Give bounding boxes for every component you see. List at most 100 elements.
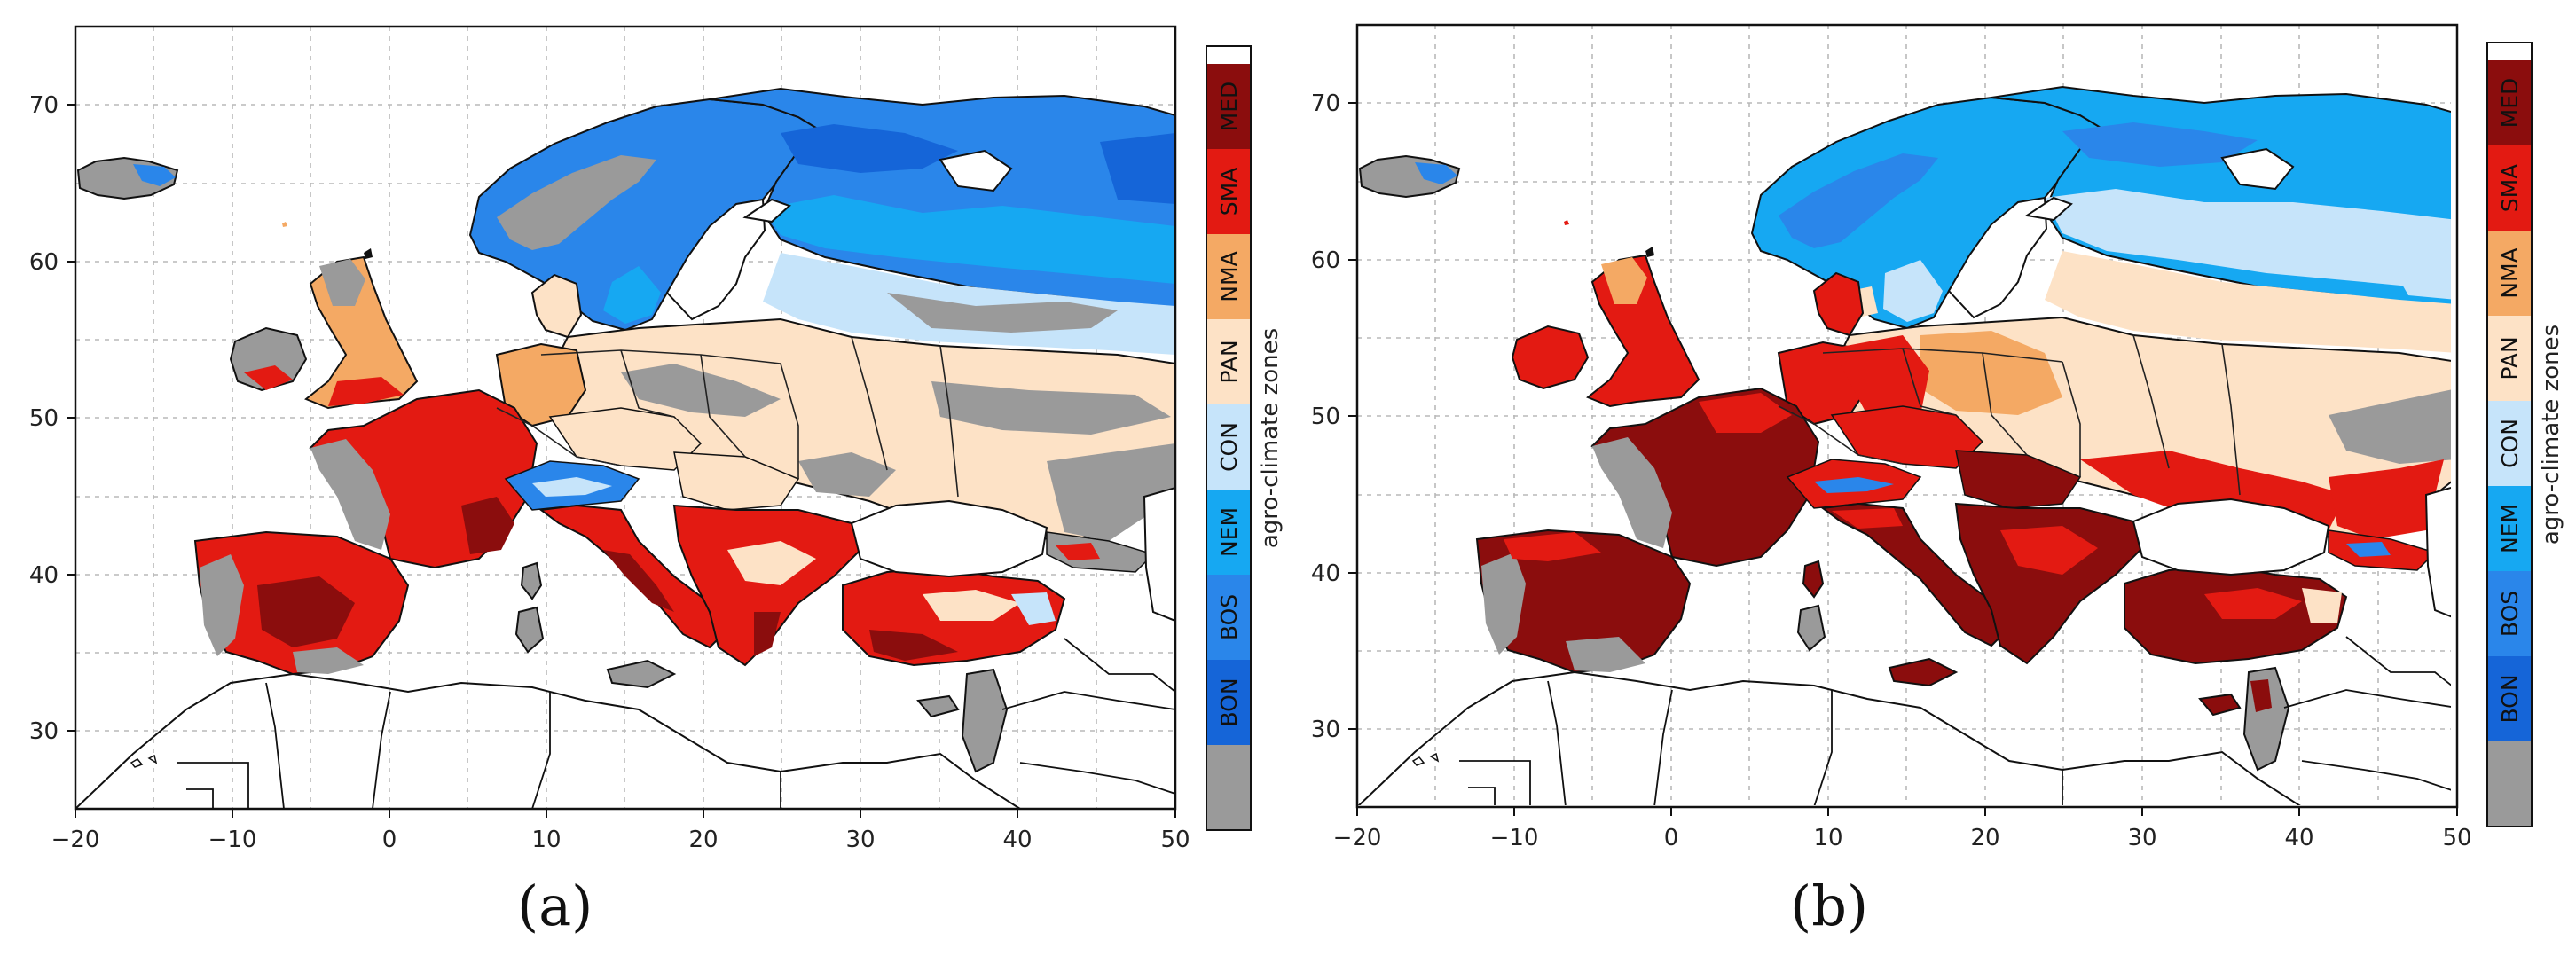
england-south-sma <box>328 377 404 406</box>
colorbar-label-bos: BOS <box>1216 594 1242 640</box>
x-tick-label: 10 <box>531 827 561 853</box>
south-russia-gray <box>1047 443 1175 541</box>
corsica <box>1802 560 1825 599</box>
russia-con <box>2391 255 2451 300</box>
scotland-nma <box>1601 257 1647 304</box>
y-tick-label: 40 <box>29 562 59 589</box>
morocco-borders <box>1459 760 1531 805</box>
x-tick-label: −20 <box>51 827 100 853</box>
colorbar-title: agro-climate zones <box>1257 328 1284 548</box>
balkans <box>1954 502 2144 665</box>
east-anatolia-pan <box>2302 588 2342 623</box>
x-tick-labels: −20 −10 0 10 20 30 40 50 <box>1333 825 2472 851</box>
anatolia-sma <box>2204 588 2302 619</box>
colorbar-label-nem: NEM <box>1216 507 1242 557</box>
x-tick-label: 40 <box>2284 825 2313 851</box>
colorbar-segment-med <box>1206 64 1251 149</box>
tick-marks <box>1348 102 2458 816</box>
map-figure-a: −20 −10 0 10 20 30 40 50 30 40 50 60 70 … <box>29 25 1284 853</box>
poland-gray <box>621 364 781 417</box>
y-tick-label: 40 <box>1311 560 1340 587</box>
baltics-pan <box>2045 251 2451 353</box>
south-sweden <box>1883 260 1943 322</box>
y-tick-labels: 30 40 50 60 70 <box>1311 90 1340 743</box>
portugal-gray <box>200 554 244 656</box>
colorbar-label-nma: NMA <box>1216 251 1242 302</box>
white-sea <box>2220 147 2295 191</box>
ukraine-gray <box>931 381 1171 435</box>
cyprus <box>2198 693 2242 717</box>
x-tick-label: 50 <box>1160 827 1190 853</box>
x-tick-label: 10 <box>1813 825 1842 851</box>
map-content-a <box>75 27 1175 809</box>
colorbar-label-bon: BON <box>1216 678 1242 726</box>
france-north-sma <box>1699 393 1792 433</box>
baltics-con <box>763 253 1175 355</box>
iceland-highland <box>1415 162 1457 184</box>
portugal-gray <box>1481 553 1526 655</box>
colorbar-segment-nma <box>1206 234 1251 319</box>
south-russia-sma <box>2329 459 2444 539</box>
ireland <box>1511 325 1590 390</box>
colorbar-label-pan: PAN <box>2497 336 2523 380</box>
colorbar-label-bon: BON <box>2497 674 2523 723</box>
morocco-borders <box>177 762 249 809</box>
x-tick-label: 40 <box>1002 827 1032 853</box>
colorbar-label-med: MED <box>1216 82 1242 132</box>
map-panel-a: −20 −10 0 10 20 30 40 50 30 40 50 60 70 … <box>29 25 1284 938</box>
balkans <box>672 504 862 667</box>
x-tick-label: 0 <box>1664 825 1679 851</box>
caspian-sea <box>2424 486 2451 618</box>
colorbar-segment-nem <box>2487 486 2532 571</box>
panel-label-b: (b) <box>1790 874 1869 938</box>
africa-borders <box>1547 680 2063 805</box>
shetland <box>1645 247 1654 257</box>
y-tick-label: 60 <box>1311 247 1340 274</box>
kola-bon <box>781 124 958 173</box>
levant <box>961 668 1009 773</box>
scotland-gray <box>319 259 365 306</box>
colorbar-label-con: CON <box>1216 422 1242 472</box>
alps-high <box>532 477 612 497</box>
colorbar-title: agro-climate zones <box>2538 325 2564 545</box>
russia-bon <box>1100 133 1175 204</box>
denmark <box>1812 271 1865 337</box>
corsica <box>520 561 543 600</box>
colorbar-segment-gray <box>1206 745 1251 830</box>
colorbar-segment-con <box>1206 404 1251 490</box>
x-tick-label: −10 <box>208 827 257 853</box>
panel-label-a: (a) <box>517 874 593 938</box>
x-tick-label: 0 <box>382 827 397 853</box>
scandinavia-mountains <box>497 155 656 250</box>
y-tick-label: 30 <box>1311 717 1340 743</box>
colorbar-label-bos: BOS <box>2497 591 2523 637</box>
colorbar-segment-nma <box>2487 231 2532 316</box>
north-africa-coast <box>1357 670 2301 805</box>
baltic-sea <box>1947 196 2048 319</box>
colorbar-label-nma: NMA <box>2497 247 2523 298</box>
caucasus-sma <box>1056 543 1100 560</box>
greece-med <box>754 612 781 656</box>
russia-gray-band <box>887 293 1118 333</box>
scandinavia-mountains <box>1779 153 1938 248</box>
faroe-islands <box>282 222 287 227</box>
x-tick-label: −20 <box>1333 825 1382 851</box>
y-tick-label: 30 <box>29 718 59 745</box>
balkans-pan <box>727 541 816 585</box>
y-tick-labels: 30 40 50 60 70 <box>29 92 59 745</box>
colorbar-segment-nem <box>1206 490 1251 575</box>
y-tick-label: 70 <box>1311 90 1340 117</box>
colorbar-segments <box>1206 64 1251 830</box>
y-tick-label: 50 <box>1311 404 1340 430</box>
iceland-highland <box>133 164 176 186</box>
levant-med <box>2250 679 2272 712</box>
colorbar-segment-bon <box>1206 660 1251 745</box>
middle-east-borders <box>1001 638 1175 795</box>
gulf-of-finland <box>2024 196 2073 222</box>
europe-borders <box>1778 334 2241 496</box>
france-west-gray <box>310 439 390 550</box>
caspian-sea <box>1143 486 1175 623</box>
north-africa-coast <box>75 672 1021 809</box>
sicily <box>1888 657 1959 687</box>
po-valley-sma <box>1832 508 1903 529</box>
